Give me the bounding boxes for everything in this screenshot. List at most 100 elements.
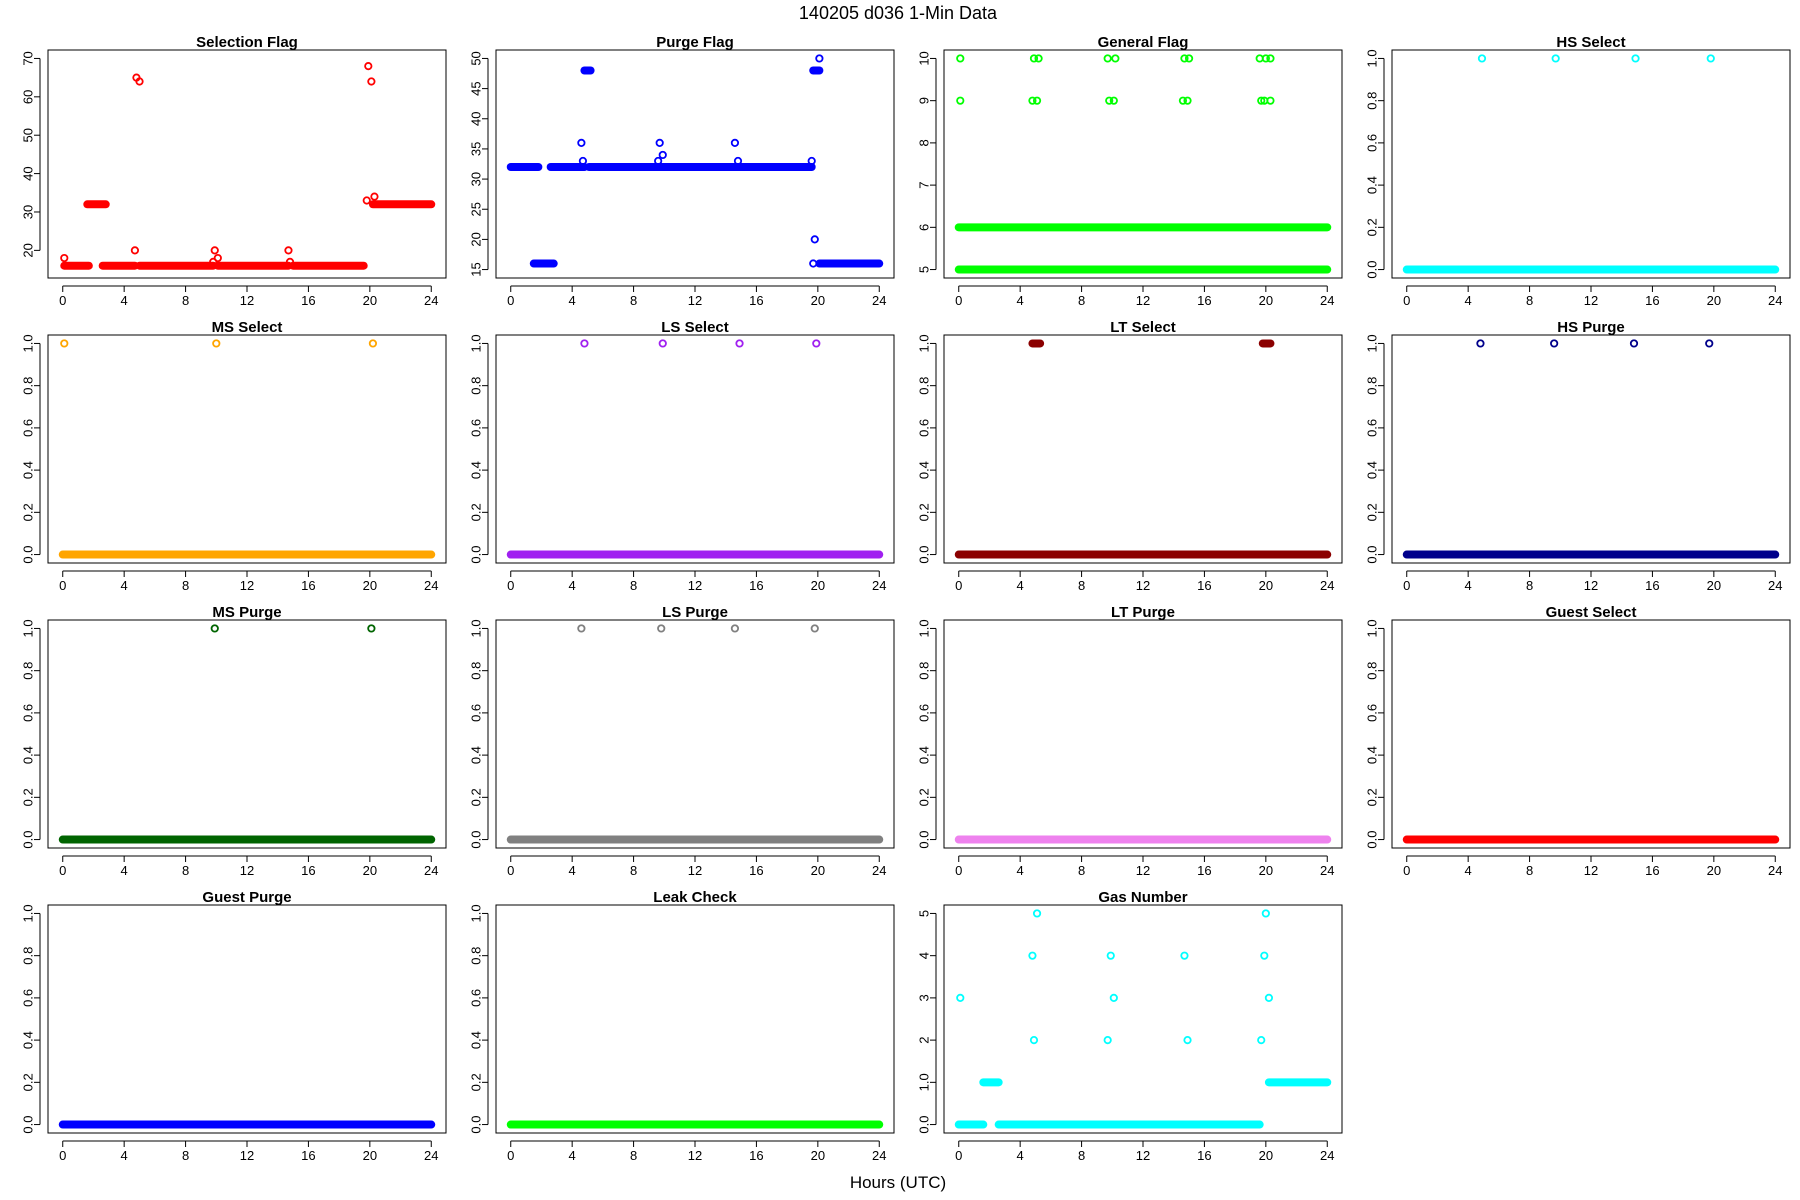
x-tick-label: 24 [1768,578,1782,593]
y-tick-label: 0.8 [917,377,932,395]
x-tick-label: 4 [121,1148,128,1163]
x-tick-label: 0 [59,578,66,593]
data-point [370,192,379,201]
y-axis: 0.0 1.0 2 3 4 5 [917,910,937,1134]
data-point [1183,1036,1192,1045]
data-point [1034,54,1043,63]
x-axis: 0 4 8 12 16 20 24 [59,285,438,308]
y-axis: 0.0 0.2 0.4 0.6 0.8 1.0 [1365,334,1385,564]
panel-title: General Flag [1098,34,1189,51]
x-axis: 0 4 8 12 16 20 24 [1403,285,1782,308]
panel-title: Purge Flag [656,34,734,51]
data-point [1028,951,1037,960]
y-tick-label: 50 [21,128,36,142]
data-point [1103,54,1112,63]
y-tick-label: 3 [917,994,932,1001]
panel-ms-select: MS Select 0 4 8 12 16 20 24 0.0 0.2 0.4 0.6 0.8 1.0 [21,319,447,593]
data-point [367,624,376,633]
panel-ls-select: LS Select 0 4 8 12 16 20 24 0.0 0.2 0.4 0.6 0.8 1.0 [469,319,895,593]
x-tick-label: 0 [507,293,514,308]
data-point [135,77,144,86]
y-tick-label: 30 [469,172,484,186]
y-tick-label: 50 [469,51,484,65]
y-axis: 0.0 0.2 0.4 0.6 0.8 1.0 [917,334,937,564]
x-tick-label: 20 [1259,863,1273,878]
y-tick-label: 0.8 [21,377,36,395]
x-tick-label: 4 [1465,863,1472,878]
y-tick-label: 0.6 [917,419,932,437]
x-tick-label: 24 [1320,863,1334,878]
x-tick-label: 8 [1526,863,1533,878]
data-point [577,138,586,147]
x-tick-label: 20 [811,578,825,593]
y-tick-label: 0.6 [1365,134,1380,152]
data-point [1180,54,1189,63]
plot-frame [47,904,447,1134]
figure-title: 140205 d036 1-Min Data [799,3,998,23]
x-tick-label: 20 [1707,293,1721,308]
x-tick-label: 8 [1526,293,1533,308]
y-tick-label: 0.0 [21,831,36,849]
panel-title: Gas Number [1098,889,1187,906]
y-tick-label: 1.0 [1365,49,1380,67]
x-tick-label: 16 [1645,293,1659,308]
y-tick-label: 0.8 [1365,662,1380,680]
y-tick-label: 0.0 [1365,261,1380,279]
y-tick-label: 0.2 [1365,788,1380,806]
panel-gas-number: Gas Number 0 4 8 12 16 20 24 0.0 1.0 2 3 4 5 [917,889,1343,1163]
y-tick-label: 6 [917,224,932,231]
x-tick-label: 8 [1078,578,1085,593]
y-axis: 0.0 0.2 0.4 0.6 0.8 1.0 [469,334,489,564]
data-point [1178,96,1188,105]
data-series [58,624,436,844]
y-tick-label: 20 [469,232,484,246]
data-point [809,259,818,268]
y-tick-label: 0.0 [1365,831,1380,849]
x-tick-label: 8 [182,1148,189,1163]
x-tick-label: 8 [1078,293,1085,308]
x-tick-label: 4 [1465,293,1472,308]
x-tick-label: 12 [1584,578,1598,593]
plot-frame [1391,334,1791,564]
data-series [954,339,1332,559]
y-tick-label: 0.2 [1365,218,1380,236]
panel-ls-purge: LS Purge 0 4 8 12 16 20 24 0.0 0.2 0.4 0.6 0.8 1.0 [469,604,895,878]
x-tick-label: 8 [182,293,189,308]
panel-purge-flag: Purge Flag 0 4 8 12 16 20 24 15 20 25 30 35 40 45 50 [469,34,895,308]
data-point [956,993,965,1002]
data-point [658,150,667,160]
panel-title: HS Purge [1557,319,1625,336]
x-tick-label: 16 [1197,863,1211,878]
panel-title: HS Select [1556,34,1625,51]
y-tick-label: 30 [21,205,36,219]
x-tick-label: 20 [811,1148,825,1163]
data-point [210,246,219,255]
data-point [210,624,219,633]
data-point [577,624,586,633]
data-point [1105,96,1114,105]
x-tick-label: 4 [569,293,576,308]
x-tick-label: 24 [872,293,886,308]
x-tick-label: 4 [569,578,576,593]
data-series [954,54,1332,274]
panel-lt-purge: LT Purge 0 4 8 12 16 20 24 0.0 0.2 0.4 0.6 0.8 1.0 [917,604,1343,878]
y-tick-label: 0.2 [21,1073,36,1091]
y-tick-label: 10 [917,51,932,65]
plot-frame [943,619,1343,849]
data-point [60,339,69,348]
x-axis-label: Hours (UTC) [850,1173,946,1192]
y-tick-label: 4 [917,952,932,959]
panel-general-flag: General Flag 0 4 8 12 16 20 24 5 6 7 8 9 10 [917,34,1343,308]
x-tick-label: 24 [1320,293,1334,308]
y-tick-label: 0.6 [469,419,484,437]
x-tick-label: 16 [1197,1148,1211,1163]
data-point [1706,54,1715,63]
data-point [1551,54,1560,63]
x-tick-label: 24 [1320,1148,1334,1163]
data-point [60,253,69,263]
data-point [1550,339,1559,348]
y-tick-label: 35 [469,142,484,156]
data-point [1705,339,1714,348]
y-tick-label: 0.4 [21,461,36,479]
y-tick-label: 1.0 [21,904,36,922]
